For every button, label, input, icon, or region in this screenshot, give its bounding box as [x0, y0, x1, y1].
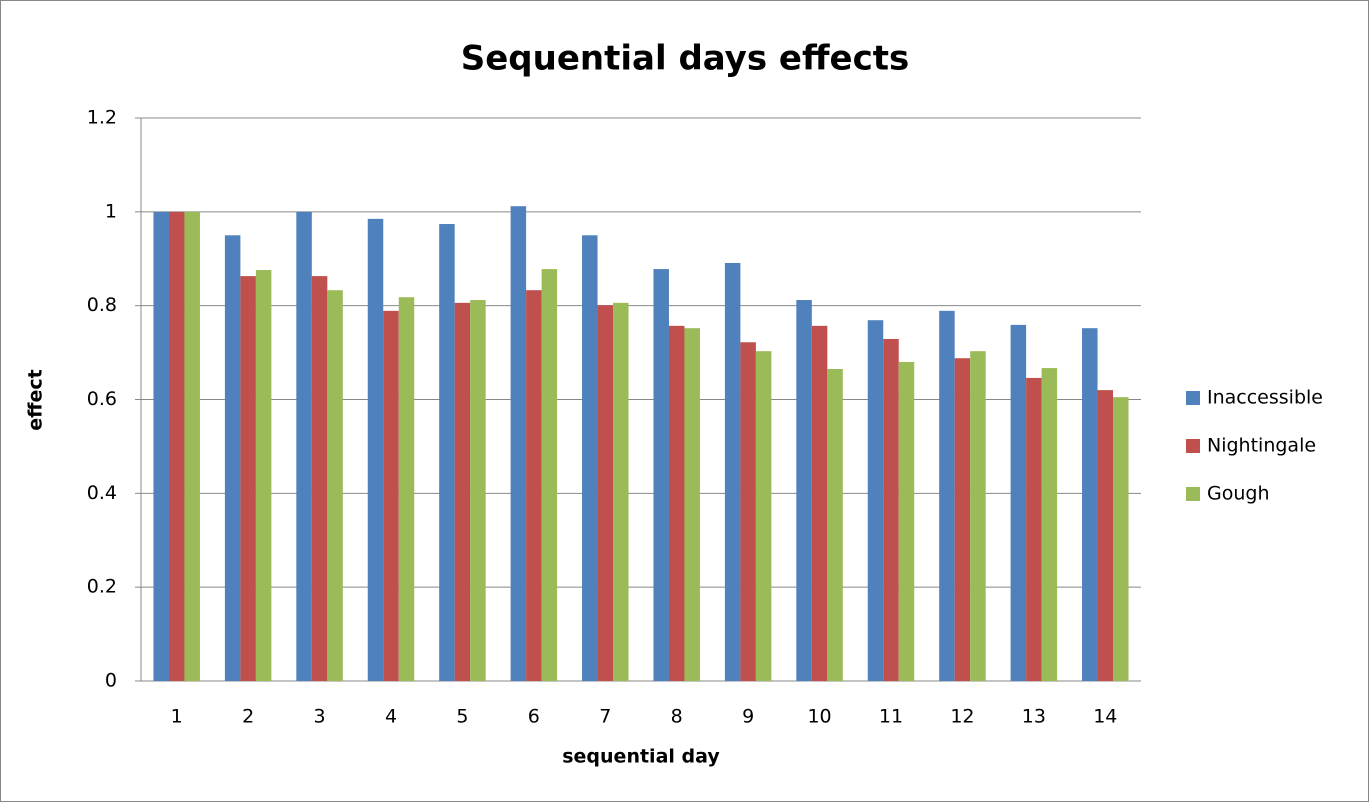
bar: [398, 297, 415, 681]
y-tick-label: 0.4: [87, 482, 117, 504]
legend-swatch: [1186, 439, 1200, 453]
legend-label: Inaccessible: [1207, 387, 1323, 409]
bar: [1082, 328, 1098, 681]
bar: [582, 235, 598, 681]
bar: [311, 276, 328, 681]
bar: [184, 211, 200, 682]
x-tick-label: 12: [950, 706, 974, 728]
x-tick-label: 11: [879, 706, 903, 728]
x-tick-label: 8: [671, 706, 683, 728]
y-tick-label: 1: [105, 200, 117, 222]
x-tick-label: 14: [1093, 706, 1117, 728]
bar: [526, 290, 542, 681]
bar: [883, 338, 899, 681]
legend-swatch: [1186, 487, 1200, 501]
bar: [153, 211, 169, 682]
x-tick-label: 3: [314, 706, 326, 728]
bar: [653, 269, 669, 681]
y-tick-label: 0.8: [87, 294, 117, 316]
bar: [1026, 377, 1042, 681]
bar: [327, 290, 343, 681]
y-axis-label: effect: [25, 369, 47, 431]
bar: [613, 302, 629, 681]
legend-label: Nightingale: [1207, 435, 1316, 457]
x-tick-label: 1: [171, 706, 183, 728]
bar: [1113, 397, 1129, 681]
bar: [168, 211, 185, 682]
bar: [796, 300, 812, 681]
x-tick-label: 5: [456, 706, 468, 728]
x-tick-label: 4: [385, 706, 397, 728]
legend-label: Gough: [1207, 483, 1270, 505]
bar: [1010, 324, 1027, 681]
bar: [668, 325, 685, 681]
x-tick-label: 2: [242, 706, 254, 728]
legend-swatch: [1186, 391, 1200, 405]
bar: [755, 351, 772, 681]
y-tick-label: 0.6: [87, 388, 117, 410]
bar: [510, 206, 527, 681]
bar: [954, 358, 971, 681]
y-tick-label: 0: [105, 670, 117, 692]
bar: [383, 310, 399, 681]
bar: [240, 276, 256, 681]
x-tick-label: 7: [599, 706, 611, 728]
bar: [898, 361, 915, 681]
bar: [541, 269, 558, 681]
bar: [296, 211, 312, 682]
bar: [1097, 390, 1114, 681]
bar: [724, 262, 741, 681]
x-tick-label: 13: [1022, 706, 1046, 728]
bar: [224, 235, 241, 681]
bar: [439, 224, 455, 681]
bar: [470, 300, 486, 681]
bar: [827, 369, 843, 681]
bar: [1041, 368, 1058, 681]
y-tick-label: 1.2: [87, 107, 117, 129]
bar: [454, 302, 471, 681]
y-tick-label: 0.2: [87, 576, 117, 598]
bar: [811, 325, 828, 681]
chart-title: Sequential days effects: [461, 39, 909, 79]
bar: [597, 305, 614, 681]
bar: [740, 342, 756, 681]
bar: [867, 320, 884, 681]
x-tick-label: 6: [528, 706, 540, 728]
x-tick-label: 9: [742, 706, 754, 728]
bar: [970, 351, 986, 681]
bar: [939, 310, 955, 681]
x-tick-label: 10: [807, 706, 831, 728]
bar: [684, 328, 700, 681]
x-axis-label: sequential day: [562, 746, 720, 768]
bar: [255, 270, 272, 681]
bar: [367, 218, 384, 681]
